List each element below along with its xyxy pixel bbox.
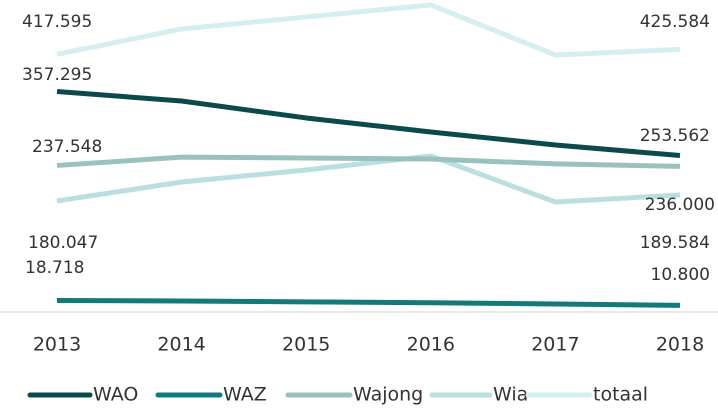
data-label: 425.584 <box>640 12 710 32</box>
x-tick-label: 2018 <box>656 334 704 356</box>
data-label: 189.584 <box>640 233 710 253</box>
x-tick-label: 2014 <box>157 334 205 356</box>
series-line <box>56 154 681 169</box>
data-label: 236.000 <box>645 195 715 215</box>
data-label: 237.548 <box>32 137 102 157</box>
series-line <box>56 153 681 205</box>
x-tick-label: 2013 <box>33 334 81 356</box>
x-tick-label: 2017 <box>531 334 579 356</box>
data-label: 10.800 <box>651 265 710 285</box>
series-line <box>56 297 681 308</box>
legend-label: Wia <box>493 384 528 406</box>
legend-label: Wajong <box>353 384 423 406</box>
legend-label: WAO <box>93 384 138 406</box>
series-line <box>56 2 681 58</box>
series-line <box>56 89 681 159</box>
legend-label: totaal <box>593 384 648 406</box>
data-label: 180.047 <box>28 233 98 253</box>
data-label: 357.295 <box>22 65 92 85</box>
x-tick-label: 2015 <box>282 334 330 356</box>
data-label: 253.562 <box>640 126 710 146</box>
data-label: 18.718 <box>25 258 84 278</box>
legend-label: WAZ <box>223 384 267 406</box>
data-label: 417.595 <box>22 12 92 32</box>
x-tick-label: 2016 <box>407 334 455 356</box>
